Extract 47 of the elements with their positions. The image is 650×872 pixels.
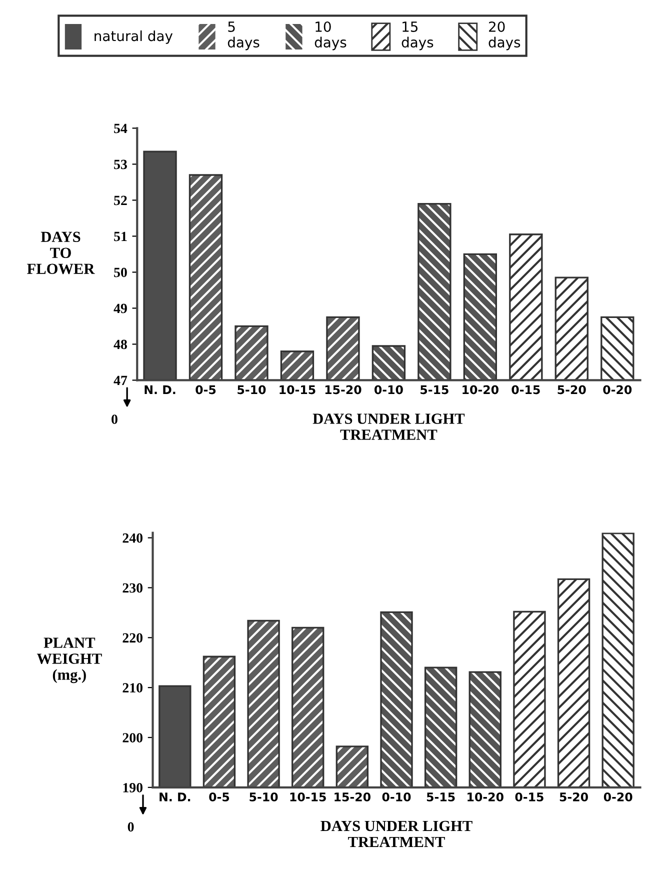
x-tick-label: 0-15 [515, 792, 544, 802]
x-tick-label: N. D. [144, 385, 176, 394]
legend-label: 20 days [488, 21, 520, 50]
x-tick-label: 5-15 [426, 792, 455, 802]
x-tick-label: 0-20 [604, 792, 632, 802]
y-tick-label: 210 [122, 683, 142, 693]
x-tick-label: 10-15 [290, 792, 326, 802]
y-tick-label: 220 [122, 633, 142, 643]
y-axis-title: PLANT WEIGHT (mg.) [36, 638, 102, 684]
x-axis-title: DAYS UNDER LIGHT TREATMENT [320, 820, 472, 847]
legend-label: 5 days [228, 22, 260, 50]
x-tick-label: 0-20 [603, 385, 632, 394]
x-tick-label: 0-10 [374, 385, 403, 394]
x-tick-label: 10-15 [280, 385, 316, 394]
x-axis-title: DAYS UNDER LIGHT TREATMENT [312, 414, 465, 440]
y-tick-label: 190 [123, 783, 142, 792]
legend-label: 10 days [314, 21, 346, 50]
text: 0 [128, 822, 134, 832]
x-tick-label: 15-20 [334, 792, 370, 802]
y-tick-label: 52 [114, 196, 127, 206]
x-tick-label: 0-5 [196, 385, 216, 394]
y-tick-label: 49 [114, 304, 127, 314]
legend-label: 15 days [402, 22, 434, 50]
y-tick-label: 54 [114, 124, 128, 134]
x-tick-label: 10-20 [468, 792, 504, 802]
y-tick-label: 48 [114, 340, 127, 350]
y-tick-label: 53 [114, 160, 127, 170]
x-tick-label: 5-15 [420, 385, 448, 394]
y-axis-title: DAYS TO FLOWER [27, 232, 95, 274]
x-tick-label: 10-20 [462, 385, 498, 394]
y-tick-label: 240 [122, 533, 142, 543]
y-tick-label: 47 [114, 376, 128, 386]
x-tick-label: 0-10 [382, 792, 411, 802]
text: 0 [112, 414, 118, 424]
x-tick-label: 0-5 [209, 792, 230, 802]
y-tick-label: 50 [114, 268, 127, 278]
x-tick-label: 5-20 [560, 792, 588, 802]
x-tick-label: 5-10 [238, 385, 266, 394]
legend-label: natural day [94, 30, 173, 44]
x-tick-label: N. D. [160, 792, 190, 802]
x-tick-label: 5-20 [558, 385, 586, 394]
x-tick-label: 5-10 [250, 792, 278, 802]
x-tick-label: 0-15 [512, 385, 540, 394]
y-tick-label: 51 [114, 232, 127, 242]
x-tick-label: 15-20 [325, 385, 362, 394]
y-tick-label: 230 [122, 583, 142, 593]
y-tick-label: 200 [122, 733, 142, 742]
